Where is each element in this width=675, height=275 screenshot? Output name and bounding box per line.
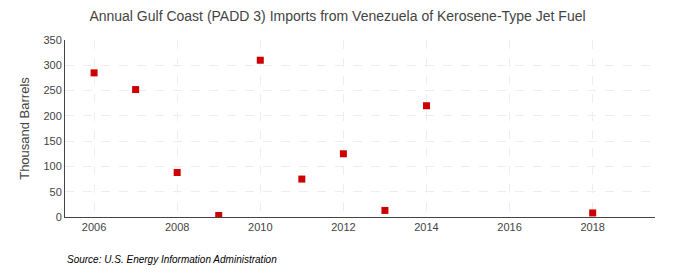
- svg-text:2008: 2008: [165, 221, 189, 233]
- svg-text:2012: 2012: [331, 221, 355, 233]
- svg-text:2010: 2010: [248, 221, 272, 233]
- svg-text:Source: U.S. Energy Informatio: Source: U.S. Energy Information Administ…: [67, 254, 277, 265]
- svg-text:200: 200: [43, 110, 61, 122]
- svg-text:100: 100: [43, 160, 61, 172]
- svg-text:2014: 2014: [414, 221, 438, 233]
- svg-text:2016: 2016: [497, 221, 521, 233]
- svg-text:2006: 2006: [82, 221, 106, 233]
- svg-text:Thousand Barrels: Thousand Barrels: [17, 77, 32, 180]
- svg-text:150: 150: [43, 135, 61, 147]
- svg-text:0: 0: [56, 211, 62, 223]
- svg-text:250: 250: [43, 84, 61, 96]
- svg-text:300: 300: [43, 59, 61, 71]
- svg-text:2018: 2018: [580, 221, 604, 233]
- svg-text:350: 350: [43, 34, 61, 46]
- svg-text:50: 50: [50, 186, 62, 198]
- svg-text:Annual Gulf Coast (PADD 3) Imp: Annual Gulf Coast (PADD 3) Imports from …: [89, 8, 585, 24]
